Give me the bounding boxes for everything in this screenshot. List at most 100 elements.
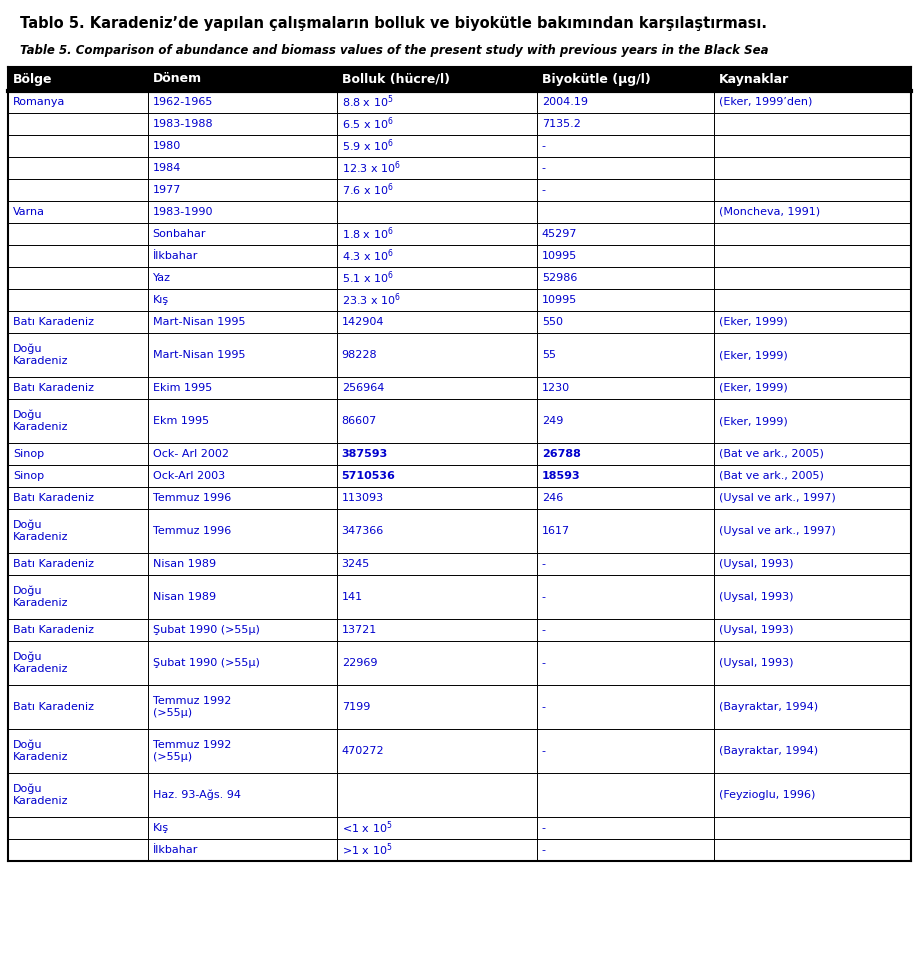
Text: (Uysal, 1993): (Uysal, 1993) — [719, 592, 793, 602]
Text: Nisan 1989: Nisan 1989 — [153, 559, 216, 569]
Text: 45297: 45297 — [542, 229, 577, 239]
Text: (Bayraktar, 1994): (Bayraktar, 1994) — [719, 702, 818, 712]
Text: Ock- Arl 2002: Ock- Arl 2002 — [153, 449, 229, 459]
Text: 5.9 x 10$^6$: 5.9 x 10$^6$ — [342, 138, 393, 154]
Text: Temmuz 1996: Temmuz 1996 — [153, 526, 231, 536]
Text: -: - — [542, 658, 546, 668]
Text: 18593: 18593 — [542, 471, 581, 481]
Text: Table 5. Comparison of abundance and biomass values of the present study with pr: Table 5. Comparison of abundance and bio… — [20, 44, 768, 57]
Text: 141: 141 — [342, 592, 363, 602]
Text: (Uysal ve ark., 1997): (Uysal ve ark., 1997) — [719, 493, 835, 503]
Text: (Uysal, 1993): (Uysal, 1993) — [719, 559, 793, 569]
Text: -: - — [542, 625, 546, 635]
Text: 55: 55 — [542, 350, 556, 360]
Text: 1980: 1980 — [153, 141, 181, 151]
Text: (Bayraktar, 1994): (Bayraktar, 1994) — [719, 746, 818, 756]
Text: Haz. 93-Ağs. 94: Haz. 93-Ağs. 94 — [153, 790, 241, 800]
Text: Batı Karadeniz: Batı Karadeniz — [13, 702, 94, 712]
Text: Yaz: Yaz — [153, 273, 171, 283]
Text: Doğu
Karadeniz: Doğu Karadeniz — [13, 520, 69, 542]
Text: Kaynaklar: Kaynaklar — [719, 72, 789, 86]
Text: 23.3 x 10$^6$: 23.3 x 10$^6$ — [342, 292, 401, 308]
Text: -: - — [542, 185, 546, 195]
Text: (Bat ve ark., 2005): (Bat ve ark., 2005) — [719, 449, 823, 459]
Text: 113093: 113093 — [342, 493, 384, 503]
Text: 1617: 1617 — [542, 526, 570, 536]
Text: Doğu
Karadeniz: Doğu Karadeniz — [13, 410, 69, 432]
Text: Doğu
Karadeniz: Doğu Karadeniz — [13, 784, 69, 806]
Text: 347366: 347366 — [342, 526, 384, 536]
Text: (Uysal ve ark., 1997): (Uysal ve ark., 1997) — [719, 526, 835, 536]
Text: 8.8 x 10$^5$: 8.8 x 10$^5$ — [342, 94, 393, 110]
Bar — [8, 67, 911, 91]
Text: Batı Karadeniz: Batı Karadeniz — [13, 559, 94, 569]
Text: <1 x 10$^5$: <1 x 10$^5$ — [342, 820, 392, 836]
Text: Bölge: Bölge — [13, 72, 52, 86]
Text: 1962-1965: 1962-1965 — [153, 97, 213, 107]
Text: (Eker, 1999): (Eker, 1999) — [719, 416, 788, 426]
Text: -: - — [542, 823, 546, 833]
Text: 1983-1988: 1983-1988 — [153, 119, 213, 129]
Text: Şubat 1990 (>55μ): Şubat 1990 (>55μ) — [153, 625, 259, 635]
Text: 470272: 470272 — [342, 746, 384, 756]
Text: 6.5 x 10$^6$: 6.5 x 10$^6$ — [342, 116, 393, 133]
Text: Şubat 1990 (>55μ): Şubat 1990 (>55μ) — [153, 658, 259, 668]
Text: Temmuz 1992
(>55μ): Temmuz 1992 (>55μ) — [153, 696, 231, 717]
Text: 5710536: 5710536 — [342, 471, 395, 481]
Text: 12.3 x 10$^6$: 12.3 x 10$^6$ — [342, 160, 401, 177]
Text: 550: 550 — [542, 317, 562, 327]
Text: 2004.19: 2004.19 — [542, 97, 588, 107]
Text: 1.8 x 10$^6$: 1.8 x 10$^6$ — [342, 225, 393, 242]
Text: 1230: 1230 — [542, 383, 570, 393]
Text: Sinop: Sinop — [13, 449, 44, 459]
Text: -: - — [542, 702, 546, 712]
Text: Varna: Varna — [13, 207, 45, 217]
Text: 5.1 x 10$^6$: 5.1 x 10$^6$ — [342, 269, 393, 286]
Text: Mart-Nisan 1995: Mart-Nisan 1995 — [153, 350, 245, 360]
Text: 249: 249 — [542, 416, 563, 426]
Text: 86607: 86607 — [342, 416, 377, 426]
Text: (Moncheva, 1991): (Moncheva, 1991) — [719, 207, 820, 217]
Text: 22969: 22969 — [342, 658, 377, 668]
Text: Doğu
Karadeniz: Doğu Karadeniz — [13, 740, 69, 762]
Text: Biyokütle (µg/l): Biyokütle (µg/l) — [542, 72, 651, 86]
Text: 246: 246 — [542, 493, 563, 503]
Text: Nisan 1989: Nisan 1989 — [153, 592, 216, 602]
Text: Ock-Arl 2003: Ock-Arl 2003 — [153, 471, 224, 481]
Text: 1977: 1977 — [153, 185, 181, 195]
Text: 7199: 7199 — [342, 702, 370, 712]
Text: Mart-Nisan 1995: Mart-Nisan 1995 — [153, 317, 245, 327]
Text: (Uysal, 1993): (Uysal, 1993) — [719, 625, 793, 635]
Text: Ekm 1995: Ekm 1995 — [153, 416, 209, 426]
Text: 98228: 98228 — [342, 350, 378, 360]
Text: Kış: Kış — [153, 823, 169, 833]
Text: Temmuz 1996: Temmuz 1996 — [153, 493, 231, 503]
Text: Doğu
Karadeniz: Doğu Karadeniz — [13, 652, 69, 674]
Text: 1984: 1984 — [153, 163, 181, 173]
Text: 4.3 x 10$^6$: 4.3 x 10$^6$ — [342, 248, 393, 264]
Text: Batı Karadeniz: Batı Karadeniz — [13, 317, 94, 327]
Text: 52986: 52986 — [542, 273, 577, 283]
Text: Batı Karadeniz: Batı Karadeniz — [13, 383, 94, 393]
Text: Kış: Kış — [153, 295, 169, 305]
Text: (Uysal, 1993): (Uysal, 1993) — [719, 658, 793, 668]
Text: (Eker, 1999): (Eker, 1999) — [719, 350, 788, 360]
Text: Batı Karadeniz: Batı Karadeniz — [13, 625, 94, 635]
Text: (Feyzioglu, 1996): (Feyzioglu, 1996) — [719, 790, 815, 800]
Text: İlkbahar: İlkbahar — [153, 845, 198, 855]
Text: 10995: 10995 — [542, 251, 577, 261]
Text: Bolluk (hücre/l): Bolluk (hücre/l) — [342, 72, 449, 86]
Text: Doğu
Karadeniz: Doğu Karadeniz — [13, 586, 69, 608]
Text: Romanya: Romanya — [13, 97, 65, 107]
Text: -: - — [542, 592, 546, 602]
Text: 1983-1990: 1983-1990 — [153, 207, 213, 217]
Text: 7135.2: 7135.2 — [542, 119, 581, 129]
Text: -: - — [542, 559, 546, 569]
Text: -: - — [542, 845, 546, 855]
Text: (Bat ve ark., 2005): (Bat ve ark., 2005) — [719, 471, 823, 481]
Text: 3245: 3245 — [342, 559, 369, 569]
Text: -: - — [542, 163, 546, 173]
Text: 13721: 13721 — [342, 625, 377, 635]
Text: Temmuz 1992
(>55μ): Temmuz 1992 (>55μ) — [153, 740, 231, 762]
Text: 256964: 256964 — [342, 383, 384, 393]
